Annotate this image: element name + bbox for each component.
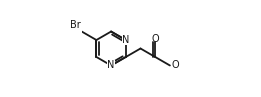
Text: O: O xyxy=(171,60,179,71)
Text: N: N xyxy=(122,35,129,45)
Text: N: N xyxy=(108,60,115,71)
Text: Br: Br xyxy=(70,20,81,30)
Text: O: O xyxy=(151,34,159,44)
